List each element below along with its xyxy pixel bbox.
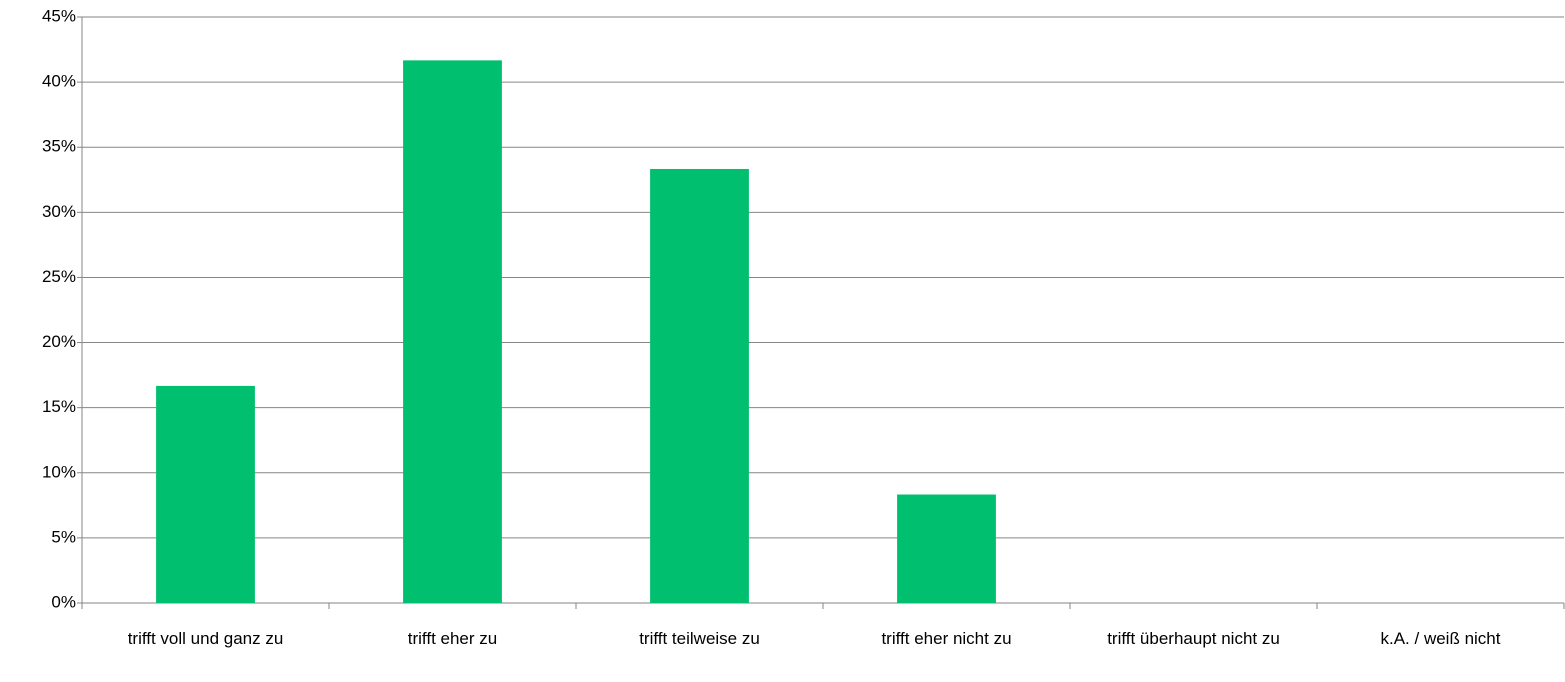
bar xyxy=(403,60,502,603)
y-tick-label: 30% xyxy=(42,202,76,221)
y-tick-label: 0% xyxy=(51,592,76,611)
x-tick-label: trifft überhaupt nicht zu xyxy=(1107,629,1280,648)
x-tick-label: trifft voll und ganz zu xyxy=(127,629,284,648)
y-tick-label: 20% xyxy=(42,332,76,351)
x-tick-label: k.A. / weiß nicht xyxy=(1380,629,1501,648)
x-tick-label: trifft eher nicht zu xyxy=(881,629,1012,648)
y-tick-label: 45% xyxy=(42,6,76,25)
x-tick-label: trifft teilweise zu xyxy=(639,629,760,648)
y-tick-label: 40% xyxy=(42,72,76,91)
bar xyxy=(897,494,996,603)
y-tick-label: 15% xyxy=(42,397,76,416)
y-tick-label: 5% xyxy=(51,527,76,546)
bar xyxy=(650,168,749,603)
y-tick-label: 25% xyxy=(42,267,76,286)
y-tick-label: 10% xyxy=(42,462,76,481)
bar xyxy=(156,385,255,603)
x-tick-label: trifft eher zu xyxy=(407,629,498,648)
y-tick-label: 35% xyxy=(42,137,76,156)
